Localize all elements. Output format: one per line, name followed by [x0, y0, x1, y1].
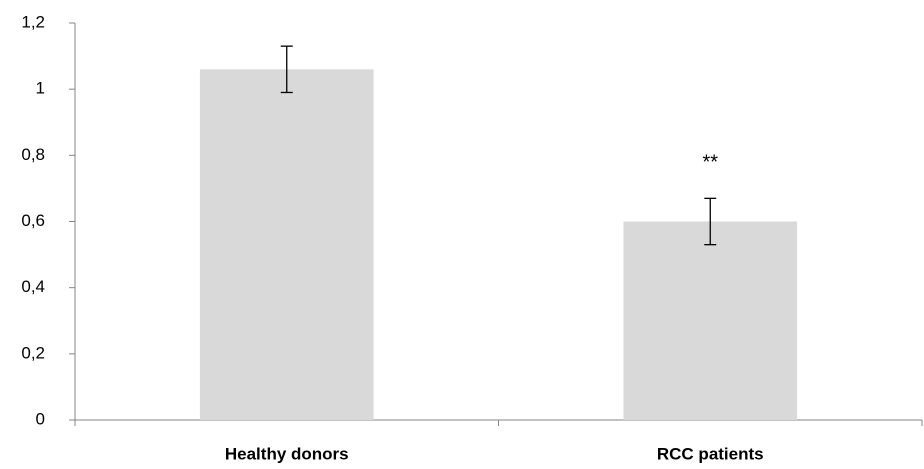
bar: [199, 69, 374, 421]
y-tick-label: 0,2: [21, 343, 45, 362]
y-tick-label: 0,8: [21, 145, 45, 164]
y-tick-label: 0,6: [21, 211, 45, 230]
x-ticks: [74, 420, 923, 426]
y-axis: 0 0,2 0,4 0,6 0,8 1 1,2: [21, 12, 76, 428]
y-tick-label: 0: [36, 409, 45, 428]
category-label: Healthy donors: [225, 444, 349, 463]
y-tick-label: 1: [36, 79, 45, 98]
significance-annotation: **: [702, 152, 718, 174]
bar: [623, 221, 798, 420]
category-label: RCC patients: [657, 444, 764, 463]
annotations: **: [702, 152, 718, 174]
y-tick-label: 0,4: [21, 277, 45, 296]
bars: [199, 69, 798, 421]
error-bars: [280, 45, 717, 246]
y-ticks: 0 0,2 0,4 0,6 0,8 1 1,2: [21, 12, 75, 428]
x-axis: [74, 419, 923, 426]
y-tick-label: 1,2: [21, 12, 45, 31]
category-labels: Healthy donors RCC patients: [225, 444, 764, 463]
